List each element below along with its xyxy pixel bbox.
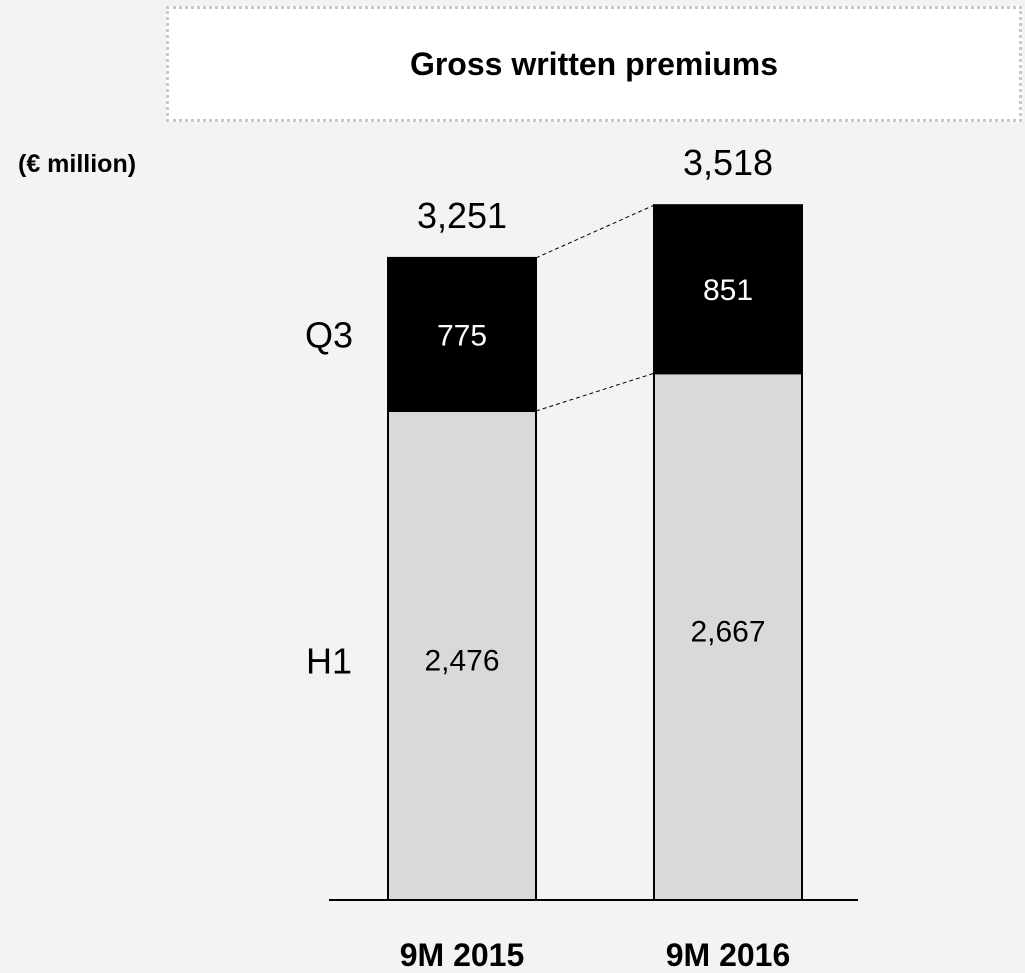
segment-label-q3-1: 851 (703, 274, 753, 307)
bar-segment-q3-1 (653, 204, 803, 375)
series-label-h1: H1 (306, 640, 352, 681)
connector-line-1 (535, 372, 655, 412)
bar-segment-q3-0 (387, 256, 537, 412)
connector-line-2 (535, 204, 655, 259)
unit-label: (€ million) (18, 150, 137, 178)
bar-segment-h1-0 (387, 409, 537, 901)
series-label-q3: Q3 (305, 314, 353, 355)
segment-label-q3-0: 775 (437, 319, 487, 352)
segment-label-h1-1: 2,667 (690, 616, 765, 649)
total-label-1: 3,518 (683, 142, 773, 183)
chart-title-box: Gross written premiums (166, 6, 1022, 122)
chart-title: Gross written premiums (409, 45, 779, 82)
category-label-1: 9M 2016 (666, 937, 791, 973)
segment-label-h1-0: 2,476 (424, 644, 499, 677)
total-label-0: 3,251 (417, 195, 507, 236)
category-label-0: 9M 2015 (400, 937, 525, 973)
